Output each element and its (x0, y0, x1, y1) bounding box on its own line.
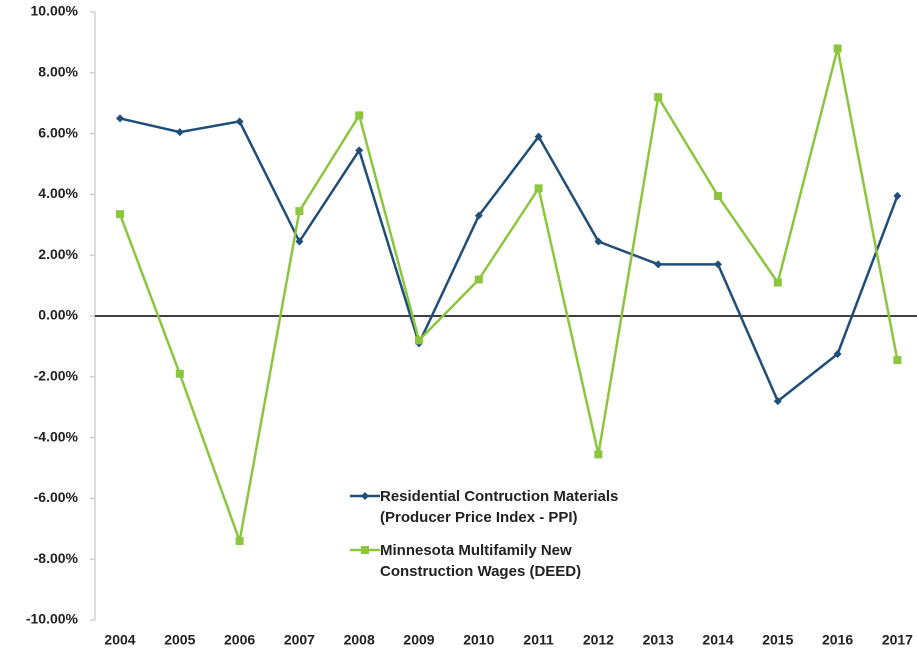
x-tick-label: 2006 (224, 632, 255, 648)
point (355, 146, 364, 155)
point (594, 237, 603, 246)
y-tick-label: -10.00% (26, 611, 79, 627)
point (714, 260, 722, 269)
point (833, 350, 842, 358)
point (833, 44, 842, 53)
point (893, 356, 902, 365)
y-tick-label: -4.00% (34, 428, 79, 444)
point (474, 211, 483, 220)
x-tick-label: 2013 (643, 632, 674, 648)
point (474, 275, 483, 284)
y-tick-label: 2.00% (38, 246, 78, 262)
point (295, 207, 304, 216)
series-line (118, 48, 899, 546)
y-tick-label: -6.00% (34, 489, 79, 505)
point (235, 117, 244, 126)
legend-marker (361, 492, 369, 500)
x-tick-label: 2005 (164, 632, 195, 648)
legend-label: Residential Contruction Materials (Produ… (380, 488, 619, 526)
point (654, 93, 663, 102)
legend-swatch (350, 492, 380, 500)
point (116, 210, 124, 219)
point (773, 278, 782, 287)
point (295, 237, 304, 246)
x-tick-label: 2012 (583, 632, 614, 648)
point (116, 114, 124, 123)
x-tick-label: 2008 (344, 632, 375, 648)
x-tick-label: 2014 (702, 632, 733, 648)
x-tick-label: 2015 (762, 632, 793, 648)
legend-entry: Residential Contruction Materials (Produ… (350, 486, 618, 528)
y-tick-label: 10.00% (31, 3, 79, 19)
point (714, 191, 722, 200)
x-tick-label: 2016 (822, 632, 853, 648)
x-tick-label: 2010 (463, 632, 494, 648)
point (534, 184, 543, 193)
series-line (119, 117, 899, 404)
point (175, 128, 184, 137)
legend-entry: Minnesota Multifamily New Construction W… (350, 540, 618, 582)
legend-label: Minnesota Multifamily New Construction W… (380, 542, 582, 580)
point (773, 397, 782, 406)
legend-swatch (350, 546, 380, 554)
x-tick-label: 2017 (882, 632, 913, 648)
x-tick-label: 2007 (284, 632, 315, 648)
point (175, 369, 184, 378)
legend: Residential Contruction Materials (Produ… (350, 486, 618, 594)
point (534, 132, 543, 141)
point (594, 450, 603, 459)
x-tick-label: 2004 (104, 632, 135, 648)
y-tick-label: -8.00% (34, 550, 79, 566)
y-tick-label: 0.00% (38, 307, 78, 323)
y-tick-label: 8.00% (38, 64, 78, 80)
y-tick-label: 4.00% (38, 185, 78, 201)
point (893, 191, 902, 200)
x-tick-label: 2009 (403, 632, 434, 648)
point (355, 111, 364, 120)
point (235, 536, 244, 545)
y-tick-label: -2.00% (34, 368, 79, 384)
legend-marker (361, 546, 369, 554)
point (654, 260, 663, 269)
x-tick-label: 2011 (523, 632, 554, 648)
y-tick-label: 6.00% (38, 124, 78, 140)
point (415, 336, 423, 345)
